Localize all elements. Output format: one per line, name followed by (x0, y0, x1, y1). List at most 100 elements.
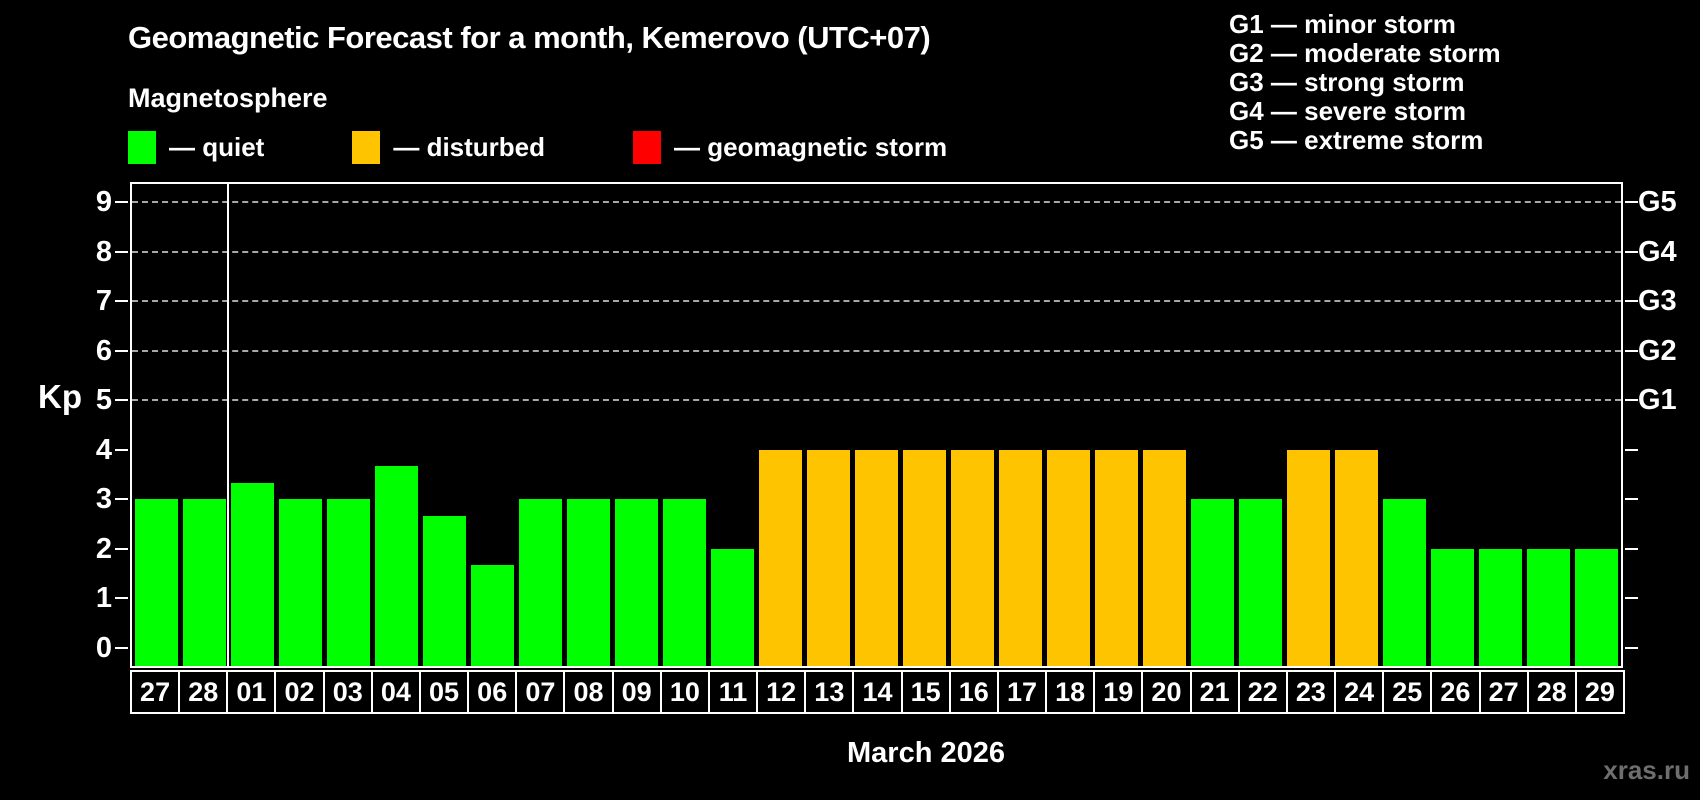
right-axis-tick (1625, 200, 1638, 203)
kp-bar (518, 499, 562, 666)
kp-bar (134, 499, 178, 666)
g-scale-legend-line: G4 — severe storm (1229, 96, 1467, 126)
storm-swatch (633, 130, 662, 164)
kp-bar (758, 449, 802, 666)
left-axis-tick (115, 547, 128, 550)
plot-inner: 0 1 2 3 4 5 6 7 8 9 G1 G2 G3 G4 G5 (96, 184, 1677, 666)
legend-item-quiet: — quiet (128, 130, 265, 164)
day-label-cell: 16 (948, 670, 999, 714)
day-label-cell: 26 (1430, 670, 1481, 714)
right-axis-tick (1625, 300, 1638, 303)
g-level-label: G5 (1638, 185, 1677, 218)
day-label-cell: 21 (1189, 670, 1240, 714)
kp-bar (806, 449, 850, 666)
kp-bar (1239, 499, 1283, 666)
y-tick-label: 7 (95, 285, 112, 318)
kp-bar (903, 449, 947, 666)
month-label: March 2026 (847, 737, 1005, 769)
y-tick-label: 2 (95, 532, 112, 565)
day-label-cell: 12 (756, 670, 807, 714)
kp-bar (374, 466, 418, 666)
kp-bar (1047, 449, 1091, 666)
day-label-cell: 24 (1334, 670, 1385, 714)
day-label-cell: 18 (1045, 670, 1096, 714)
legend-item-label: — quiet (169, 131, 265, 162)
day-label-cell: 29 (1574, 670, 1625, 714)
left-axis-tick (115, 399, 128, 402)
y-tick-label: 9 (95, 185, 112, 218)
day-label-cell: 17 (996, 670, 1048, 714)
left-axis-tick (115, 647, 128, 649)
day-label-cell: 27 (130, 670, 181, 714)
kp-bar (422, 515, 466, 666)
left-axis-tick (115, 349, 128, 352)
day-label-cell: 03 (322, 670, 373, 714)
right-axis-tick (1625, 399, 1638, 402)
kp-bar (1431, 548, 1475, 666)
left-axis-tick (115, 250, 128, 253)
day-label-cell: 20 (1141, 670, 1192, 714)
kp-bar (1575, 548, 1619, 666)
day-label-cell: 07 (515, 670, 566, 714)
day-label-cell: 04 (370, 670, 421, 714)
day-label-cell: 15 (900, 670, 951, 714)
kp-bar (1095, 449, 1139, 666)
gridline-kp-8 (132, 250, 1621, 253)
day-label-cell: 09 (611, 670, 662, 714)
left-axis-tick (115, 498, 128, 501)
right-axis-tick (1625, 547, 1638, 550)
day-label-cell: 08 (563, 670, 614, 714)
right-axis-tick (1625, 647, 1638, 649)
g-level-label: G3 (1638, 285, 1677, 318)
day-label-cell: 25 (1382, 670, 1433, 714)
right-axis-tick (1625, 349, 1638, 352)
y-tick-label: 8 (95, 235, 112, 268)
day-label-cell: 06 (467, 670, 518, 714)
right-axis-tick (1625, 448, 1638, 451)
y-tick-label: 0 (95, 632, 112, 664)
chart-title: Geomagnetic Forecast for a month, Kemero… (128, 20, 931, 55)
day-label-cell: 11 (707, 670, 759, 714)
kp-bar (1479, 548, 1523, 666)
kp-bar (951, 449, 995, 666)
kp-bar (278, 499, 322, 666)
kp-bar (1527, 548, 1571, 666)
day-label-cell: 02 (274, 670, 325, 714)
left-axis-tick (115, 200, 128, 203)
kp-bar (1383, 499, 1427, 666)
kp-bar (470, 565, 514, 666)
day-axis: 27 28 01 02 03 04 05 06 07 08 09 10 11 12 13 14 15 16 17 18… (130, 670, 1625, 714)
right-axis-tick (1625, 250, 1638, 253)
y-tick-label: 3 (95, 483, 112, 516)
day-label-cell: 28 (1526, 670, 1577, 714)
magnetosphere-label: Magnetosphere (128, 83, 328, 113)
legend-item-label: — disturbed (393, 131, 546, 162)
legend-item-label: — geomagnetic storm (674, 131, 948, 162)
kp-bar (710, 548, 754, 666)
left-axis-tick (115, 300, 128, 303)
y-tick-label: 6 (95, 334, 112, 367)
g-scale-legend-line: G1 — minor storm (1229, 9, 1456, 39)
day-label-cell: 01 (226, 670, 277, 714)
g-level-label: G4 (1638, 235, 1677, 268)
day-label-cell: 05 (418, 670, 470, 714)
day-label-cell: 28 (178, 670, 229, 714)
g-level-label: G2 (1638, 334, 1677, 367)
g-level-label: G1 (1638, 384, 1677, 417)
day-label-cell: 19 (1093, 670, 1144, 714)
left-axis-tick (115, 597, 128, 600)
kp-bar (326, 499, 370, 666)
y-tick-label: 1 (95, 582, 112, 615)
kp-axis-label: Kp (38, 378, 82, 415)
kp-bar (854, 449, 898, 666)
kp-bar (230, 482, 274, 666)
day-label-cell: 22 (1237, 670, 1288, 714)
day-label-cell: 27 (1478, 670, 1529, 714)
kp-bar (1287, 449, 1331, 666)
gridline-kp-9 (132, 200, 1621, 203)
right-axis-tick (1625, 597, 1638, 600)
g-scale-legend-line: G5 — extreme storm (1229, 125, 1484, 155)
left-axis-tick (115, 448, 128, 451)
plot-area: 0 1 2 3 4 5 6 7 8 9 G1 G2 G3 G4 G5 (96, 182, 1677, 668)
